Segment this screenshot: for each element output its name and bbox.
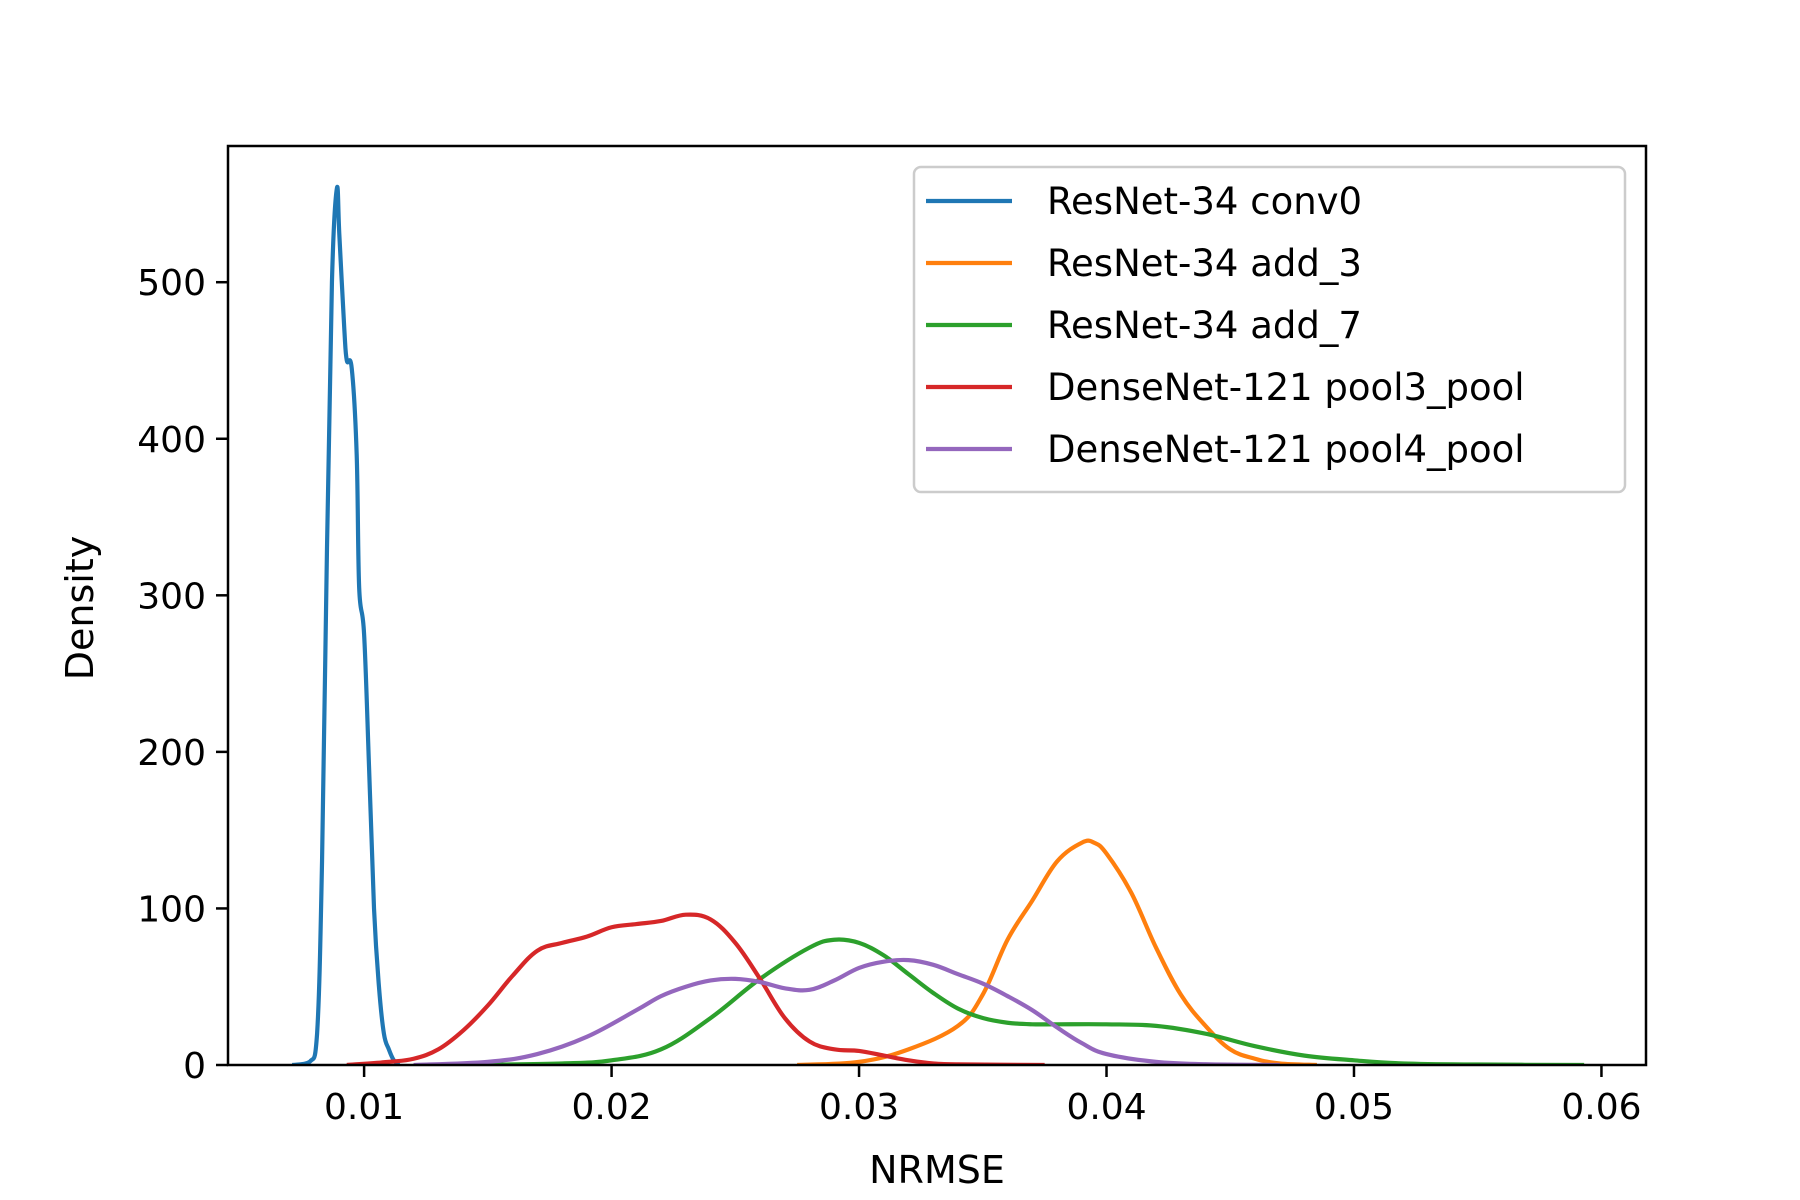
legend-label-3: ResNet-34 add_7 bbox=[1047, 304, 1362, 347]
legend-label-5: DenseNet-121 pool4_pool bbox=[1047, 428, 1525, 471]
y-tick-label: 0 bbox=[183, 1046, 206, 1087]
x-tick-label: 0.01 bbox=[324, 1087, 404, 1128]
legend: ResNet-34 conv0 ResNet-34 add_3 ResNet-34 … bbox=[912, 165, 1627, 494]
series-line-2 bbox=[797, 838, 1317, 1065]
legend-label-2: ResNet-34 add_3 bbox=[1047, 242, 1362, 285]
y-tick-label: 100 bbox=[137, 889, 206, 930]
plot-frame bbox=[226, 144, 1648, 1067]
x-tick-label: 0.06 bbox=[1561, 1087, 1641, 1128]
x-axis-label: NRMSE bbox=[869, 1148, 1005, 1192]
series-layer bbox=[291, 184, 1585, 1065]
legend-label-4: DenseNet-121 pool3_pool bbox=[1047, 366, 1525, 409]
x-tick-label: 0.02 bbox=[571, 1087, 651, 1128]
y-tick-label: 400 bbox=[137, 420, 206, 461]
y-axis-label: Density bbox=[58, 536, 102, 680]
series-line-5 bbox=[413, 957, 1280, 1065]
series-line-4 bbox=[346, 912, 1045, 1065]
series-line-1 bbox=[291, 184, 401, 1065]
x-axis: 0.01 0.02 0.03 0.04 0.05 0.06 bbox=[324, 1065, 1642, 1128]
y-tick-label: 200 bbox=[137, 733, 206, 774]
x-tick-label: 0.05 bbox=[1314, 1087, 1394, 1128]
y-tick-label: 300 bbox=[137, 576, 206, 617]
legend-label-1: ResNet-34 conv0 bbox=[1047, 180, 1362, 223]
x-tick-label: 0.03 bbox=[819, 1087, 899, 1128]
y-axis: 0 100 200 300 400 500 bbox=[137, 263, 228, 1087]
y-tick-label: 500 bbox=[137, 263, 206, 304]
series-line-3 bbox=[463, 937, 1585, 1065]
legend-box bbox=[912, 165, 1627, 494]
x-tick-label: 0.04 bbox=[1066, 1087, 1146, 1128]
